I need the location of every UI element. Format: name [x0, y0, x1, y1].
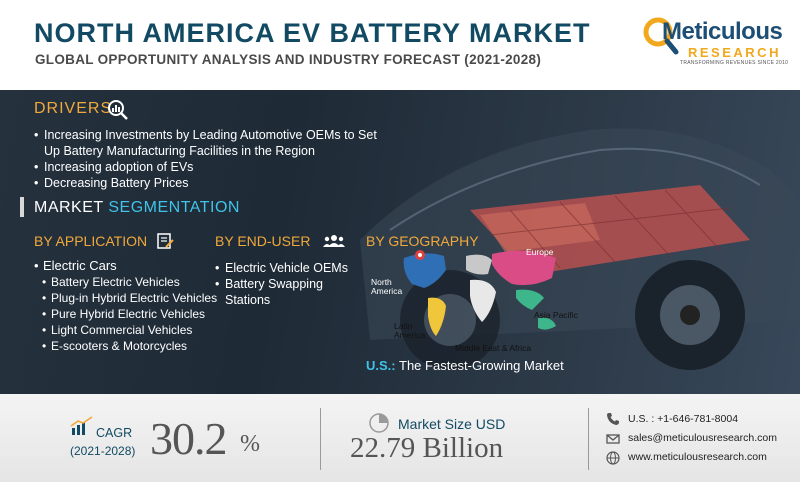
segmentation-accent-bar [20, 197, 24, 217]
page-title: NORTH AMERICA EV BATTERY MARKET [34, 18, 591, 48]
cagr-years: (2021-2028) [70, 444, 136, 458]
logo-wordmark: Meticulous [662, 18, 783, 45]
segmentation-heading-part2: SEGMENTATION [108, 199, 240, 216]
application-list: Electric Cars Battery Electric Vehicles … [34, 258, 219, 354]
application-sub-item: Light Commercial Vehicles [42, 322, 219, 338]
main-panel: DRIVERS Increasing Investments by Leadin… [0, 90, 800, 394]
header: NORTH AMERICA EV BATTERY MARKET GLOBAL O… [0, 0, 800, 90]
phone-icon [607, 413, 619, 425]
map-label-latin-america: Latin America [394, 321, 426, 340]
map-label-mea: Middle East & Africa [455, 343, 532, 353]
market-size-label: Market Size USD [398, 416, 506, 432]
page-subtitle: GLOBAL OPPORTUNITY ANALYSIS AND INDUSTRY… [35, 52, 542, 67]
fastest-region: U.S.: [366, 358, 396, 373]
users-group-icon [323, 235, 345, 247]
market-size-value: 22.79 Billion [350, 432, 504, 464]
application-main-item: Electric Cars [34, 258, 219, 274]
map-label-europe: Europe [526, 247, 554, 257]
magnifier-chart-icon [108, 100, 128, 120]
drivers-list: Increasing Investments by Leading Automo… [34, 127, 394, 191]
contact-phone[interactable]: U.S. : +1-646-781-8004 [628, 413, 739, 425]
fastest-growing-market: U.S.: The Fastest-Growing Market [366, 358, 564, 373]
by-application-heading: BY APPLICATION [34, 233, 148, 249]
globe-icon [606, 451, 620, 465]
magnifier-logo-icon [643, 17, 679, 55]
application-sub-item: E-scooters & Motorcycles [42, 338, 219, 354]
world-map-illustration [403, 250, 556, 336]
end-user-item: Electric Vehicle OEMs [215, 260, 365, 276]
cagr-value: 30.2 [150, 413, 227, 464]
logo-research: RESEARCH [688, 45, 781, 60]
application-sub-item: Battery Electric Vehicles [42, 274, 219, 290]
driver-item: Increasing adoption of EVs [34, 159, 394, 175]
footer: CAGR (2021-2028) 30.2 % Market Size USD … [0, 394, 800, 482]
drivers-heading: DRIVERS [34, 100, 113, 117]
map-label-asia-pacific: Asia Pacific [534, 310, 578, 320]
application-sub-item: Plug-in Hybrid Electric Vehicles [42, 290, 219, 306]
end-user-list: Electric Vehicle OEMs Battery Swapping S… [215, 260, 365, 308]
cagr-unit: % [240, 431, 260, 457]
driver-item: Increasing Investments by Leading Automo… [34, 127, 394, 159]
meticulous-logo[interactable]: Meticulous RESEARCH TRANSFORMING REVENUE… [640, 14, 790, 74]
footer-divider [320, 408, 321, 470]
contact-website[interactable]: www.meticulousresearch.com [628, 451, 767, 463]
logo-tagline: TRANSFORMING REVENUES SINCE 2010 [680, 60, 789, 66]
email-icon [606, 434, 620, 444]
application-sub-item: Pure Hybrid Electric Vehicles [42, 306, 219, 322]
segmentation-heading-part1: MARKET [34, 199, 104, 216]
by-geography-heading: BY GEOGRAPHY [366, 233, 479, 249]
by-end-user-heading: BY END-USER [215, 233, 311, 249]
fastest-text: The Fastest-Growing Market [399, 358, 564, 373]
footer-divider [588, 408, 589, 470]
contact-email[interactable]: sales@meticulousresearch.com [628, 432, 777, 444]
segmentation-heading: MARKET SEGMENTATION [34, 199, 240, 217]
end-user-item: Battery Swapping Stations [215, 276, 365, 308]
driver-item: Decreasing Battery Prices [34, 175, 394, 191]
pie-chart-icon [369, 413, 389, 433]
cagr-label: CAGR [96, 426, 133, 440]
clipboard-icon [157, 233, 174, 249]
growth-chart-icon [70, 416, 93, 435]
map-label-north-america: North America [371, 277, 403, 296]
